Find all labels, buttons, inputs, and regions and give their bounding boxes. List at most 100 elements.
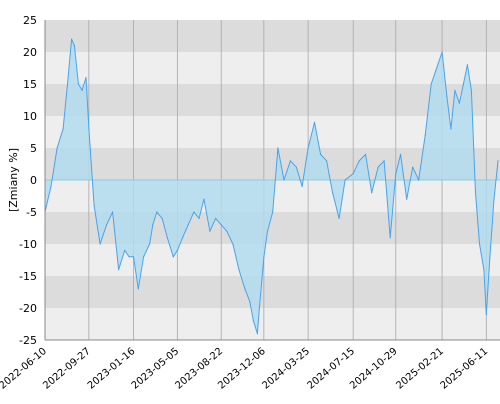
data-point (166, 237, 168, 239)
data-point (295, 166, 297, 168)
data-point (283, 179, 285, 181)
data-point (483, 269, 485, 271)
data-point (161, 217, 163, 219)
data-point (149, 243, 151, 245)
y-tick-label: -20 (19, 302, 37, 315)
data-point (474, 192, 477, 194)
data-point (450, 128, 452, 130)
background-band (45, 52, 500, 84)
data-point (77, 83, 79, 85)
data-point (156, 211, 158, 213)
y-tick-label: 20 (23, 46, 37, 59)
data-point (209, 230, 211, 232)
y-axis-ticks: 25 20 15 10 5 0 -5 -10 -15 -20 -25 (19, 14, 37, 347)
data-point (313, 121, 316, 123)
data-point (497, 160, 499, 162)
y-tick-label: 10 (23, 110, 37, 123)
data-point (266, 230, 269, 232)
data-point (358, 160, 360, 162)
data-point (277, 147, 279, 149)
data-point (152, 224, 154, 226)
data-point (118, 269, 120, 271)
data-point (193, 211, 195, 213)
data-point (172, 256, 174, 258)
data-point (232, 243, 234, 245)
background-band (45, 276, 500, 308)
data-point (88, 128, 90, 130)
data-point (263, 256, 265, 258)
background-band (45, 20, 500, 52)
data-point (478, 243, 481, 245)
background-bands (45, 20, 500, 340)
data-point (441, 51, 443, 53)
y-tick-label: -10 (19, 238, 37, 251)
data-point (176, 249, 178, 251)
data-point (466, 64, 468, 66)
data-point (187, 224, 189, 226)
data-point (371, 192, 373, 194)
data-point (56, 147, 58, 149)
data-point (128, 256, 130, 258)
series-area-fill (45, 39, 498, 334)
data-point (430, 83, 432, 85)
data-point (352, 173, 354, 175)
background-band (45, 244, 500, 276)
data-point (406, 198, 408, 200)
data-point (93, 205, 95, 207)
background-band (45, 84, 500, 116)
data-point (400, 153, 402, 155)
data-point (252, 320, 254, 322)
data-point (238, 269, 240, 271)
data-point (71, 38, 73, 40)
data-point (73, 45, 75, 47)
data-point (301, 185, 303, 187)
data-point (215, 217, 217, 219)
y-tick-label: 5 (30, 142, 37, 155)
data-point (112, 211, 114, 213)
x-tick-label: 2025-06-11 (439, 346, 491, 392)
data-point (81, 89, 83, 91)
y-tick-label: 15 (23, 78, 37, 91)
data-point (383, 160, 385, 162)
data-point (50, 185, 52, 187)
data-point (256, 333, 258, 335)
data-point (326, 160, 328, 162)
data-point (307, 147, 309, 149)
data-point (344, 179, 346, 181)
x-tick-label: 2025-02-21 (394, 346, 446, 392)
data-point (493, 198, 495, 200)
x-axis-ticks: 2022-06-102022-09-272023-01-162023-05-05… (0, 346, 490, 392)
data-point (395, 173, 397, 175)
data-point (198, 217, 200, 219)
x-tick-label: 2024-03-25 (260, 346, 312, 392)
y-tick-label: -25 (19, 334, 37, 347)
data-point (424, 134, 426, 136)
data-point (412, 166, 414, 168)
data-point (132, 256, 135, 258)
y-tick-label: -5 (26, 206, 37, 219)
y-axis-label: [Zmiany %] (7, 148, 20, 212)
data-point (258, 307, 260, 309)
data-point (365, 153, 367, 155)
series-points (44, 38, 499, 335)
data-point (458, 102, 460, 104)
data-point (435, 70, 437, 72)
data-point (272, 211, 274, 213)
data-point (124, 249, 126, 251)
data-point (289, 160, 291, 162)
data-point (389, 237, 391, 239)
y-tick-label: 25 (23, 14, 37, 27)
x-tick-label: 2024-10-29 (348, 346, 400, 392)
data-point (99, 243, 101, 245)
data-point (249, 301, 251, 303)
data-point (143, 256, 145, 258)
data-point (338, 217, 340, 219)
data-point (226, 230, 228, 232)
x-tick-label: 2023-12-06 (216, 346, 268, 392)
data-point (320, 153, 322, 155)
data-point (485, 313, 487, 315)
x-tick-label: 2023-05-05 (130, 346, 182, 392)
data-point (377, 166, 379, 168)
